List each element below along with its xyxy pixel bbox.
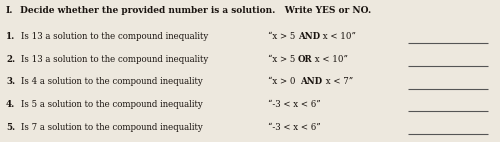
Text: 1.: 1. <box>6 32 15 41</box>
Text: “x > 0: “x > 0 <box>268 77 300 86</box>
Text: “-3 < x < 6”: “-3 < x < 6” <box>268 123 320 132</box>
Text: 5.: 5. <box>6 123 15 132</box>
Text: Is 13 a solution to the compound inequality: Is 13 a solution to the compound inequal… <box>21 55 208 64</box>
Text: AND: AND <box>300 77 322 86</box>
Text: Decide whether the provided number is a solution.   Write YES or NO.: Decide whether the provided number is a … <box>17 6 371 15</box>
Text: “x > 5: “x > 5 <box>268 32 298 41</box>
Text: x < 10”: x < 10” <box>312 55 348 64</box>
Text: “-3 < x < 6”: “-3 < x < 6” <box>268 100 320 109</box>
Text: “x > 5: “x > 5 <box>268 55 298 64</box>
Text: 2.: 2. <box>6 55 15 64</box>
Text: I.: I. <box>6 6 14 15</box>
Text: Is 4 a solution to the compound inequality: Is 4 a solution to the compound inequali… <box>21 77 203 86</box>
Text: Is 7 a solution to the compound inequality: Is 7 a solution to the compound inequali… <box>21 123 203 132</box>
Text: AND: AND <box>298 32 320 41</box>
Text: Is 13 a solution to the compound inequality: Is 13 a solution to the compound inequal… <box>21 32 208 41</box>
Text: OR: OR <box>298 55 312 64</box>
Text: 3.: 3. <box>6 77 15 86</box>
Text: x < 7”: x < 7” <box>322 77 353 86</box>
Text: 4.: 4. <box>6 100 15 109</box>
Text: x < 10”: x < 10” <box>320 32 356 41</box>
Text: Is 5 a solution to the compound inequality: Is 5 a solution to the compound inequali… <box>21 100 203 109</box>
